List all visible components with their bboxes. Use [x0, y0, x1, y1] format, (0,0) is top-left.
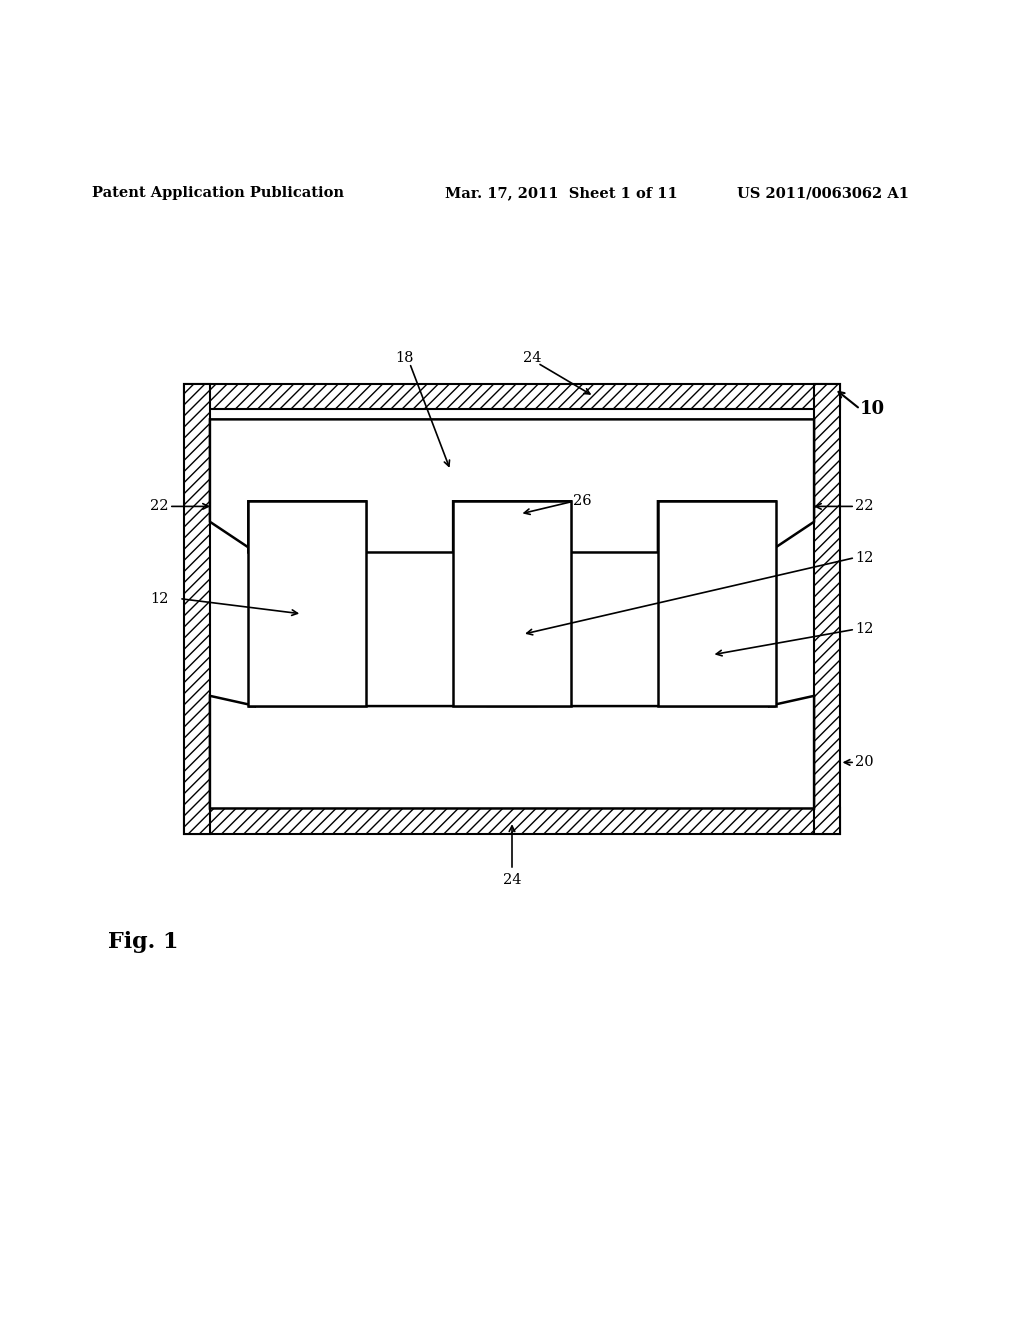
Text: US 2011/0063062 A1: US 2011/0063062 A1 — [737, 186, 909, 201]
Text: 22: 22 — [855, 499, 873, 513]
Bar — [184, 808, 840, 834]
Text: 22: 22 — [151, 499, 169, 513]
Text: 24: 24 — [523, 351, 542, 364]
Bar — [184, 384, 210, 834]
Bar — [657, 502, 776, 706]
Text: Patent Application Publication: Patent Application Publication — [92, 186, 344, 201]
Text: 26: 26 — [573, 494, 592, 508]
Text: Fig. 1: Fig. 1 — [108, 931, 178, 953]
Polygon shape — [210, 420, 814, 553]
Polygon shape — [210, 696, 814, 808]
Bar — [248, 502, 367, 706]
Text: 20: 20 — [855, 755, 873, 770]
Bar — [184, 384, 840, 409]
Bar — [210, 409, 814, 808]
Text: 12: 12 — [855, 550, 873, 565]
Polygon shape — [486, 502, 538, 527]
Text: 12: 12 — [855, 622, 873, 636]
Polygon shape — [486, 681, 538, 706]
Text: 18: 18 — [395, 351, 414, 364]
Bar — [814, 384, 840, 834]
Text: 24: 24 — [503, 873, 521, 887]
Text: Mar. 17, 2011  Sheet 1 of 11: Mar. 17, 2011 Sheet 1 of 11 — [445, 186, 678, 201]
Text: 12: 12 — [151, 591, 169, 606]
Bar — [453, 502, 571, 706]
Text: 10: 10 — [860, 400, 886, 418]
